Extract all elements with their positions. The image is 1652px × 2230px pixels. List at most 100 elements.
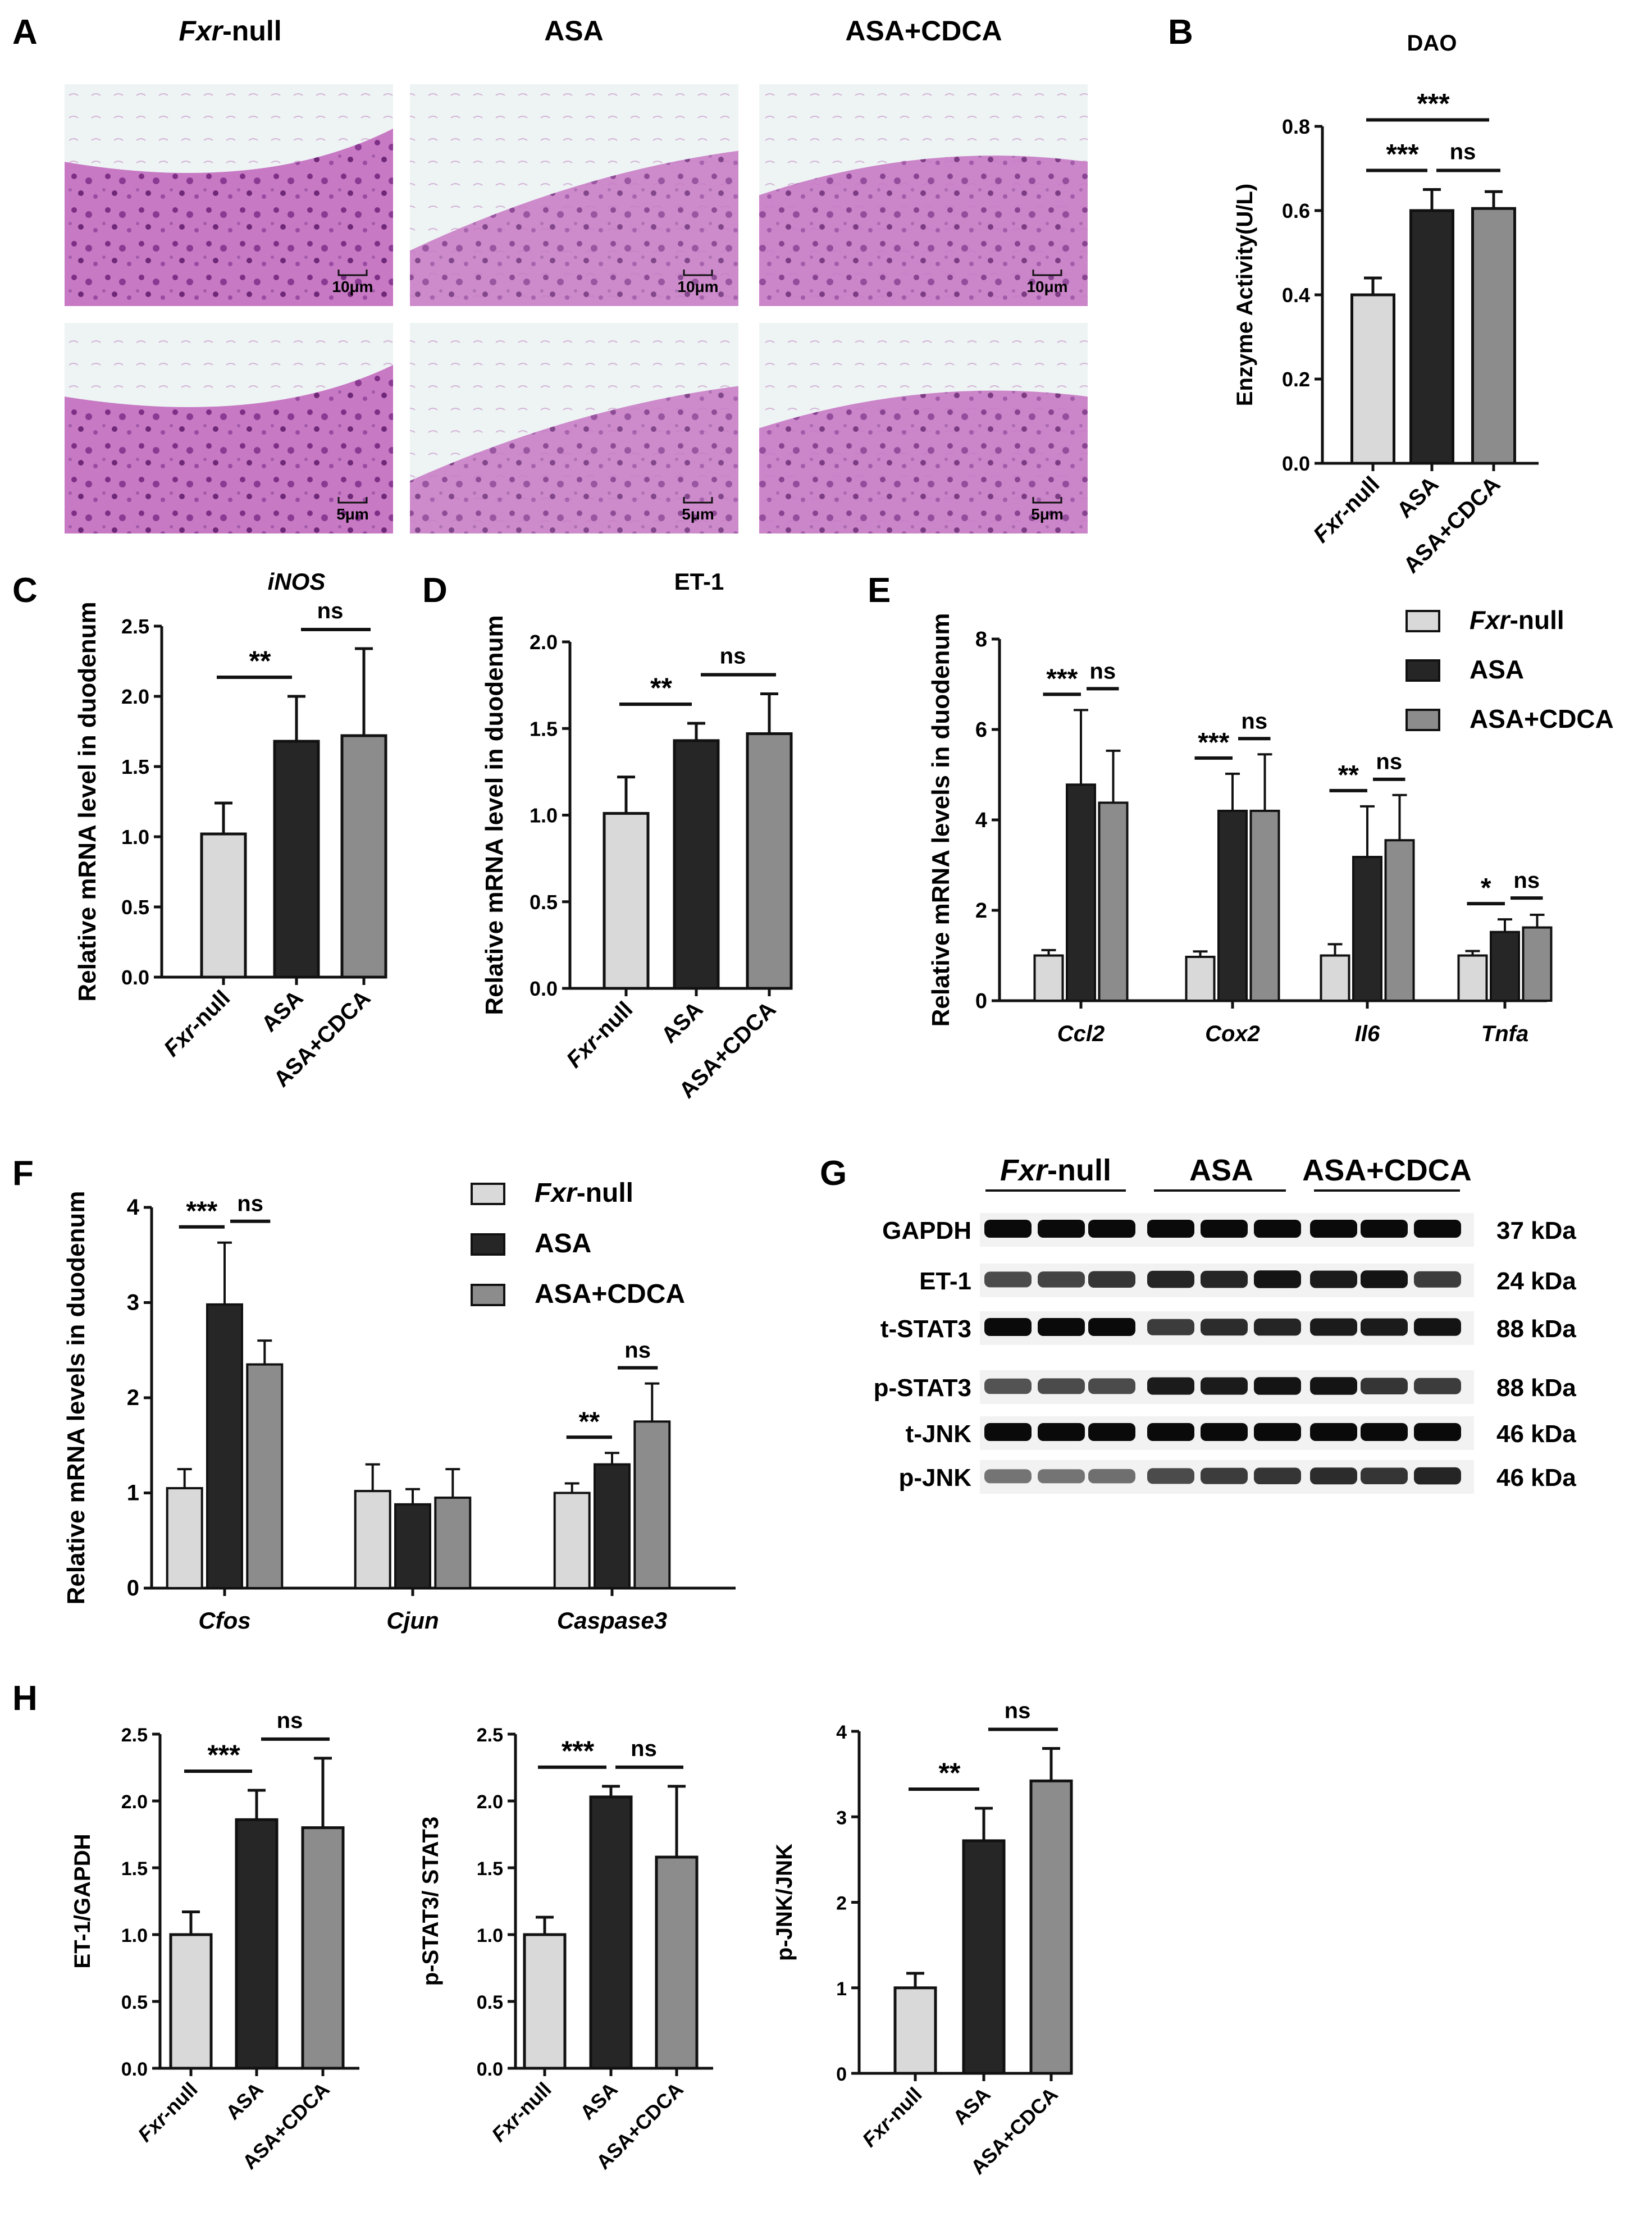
- histology-image-r0-c2: 10μm: [759, 84, 1088, 306]
- legend-e: Fxr-null ASA ASA+CDCA: [1405, 605, 1614, 733]
- tissue-region: [759, 155, 1088, 306]
- chart-inflammatory-mrna: 0 2 4 6 8 Relative mRNA levels in duodenum Ccl…: [927, 613, 1553, 1046]
- legend-label-0-italic: Fxr: [1470, 605, 1511, 635]
- bar-asa-cdca: [301, 1826, 345, 2070]
- y-tick-label: 1.0: [530, 804, 558, 827]
- blot-band: [1201, 1270, 1248, 1288]
- bar-fxr-null-il6: [1320, 954, 1350, 1002]
- blot-label: ET-1: [919, 1267, 971, 1295]
- scale-bar: [337, 270, 368, 276]
- bar-asa-cdca-ccl2: [1098, 801, 1129, 1002]
- blot-band: [1147, 1270, 1194, 1288]
- category-label: Cfos: [198, 1607, 250, 1634]
- ns-label: ns: [1513, 868, 1540, 893]
- y-tick-label: 1: [127, 1481, 139, 1506]
- y-tick-label: 0.6: [1282, 199, 1310, 222]
- tissue-region: [410, 386, 738, 533]
- blot-band: [1310, 1220, 1357, 1238]
- histology-header-2-rest: ASA+CDCA: [845, 15, 1002, 47]
- chart-apoptosis-mrna: 0 1 2 3 4 Relative mRNA levels in duodenum Cfo…: [62, 1191, 736, 1634]
- sig-label: ***: [1417, 88, 1450, 120]
- ns-label: ns: [1450, 140, 1476, 165]
- bar-asa-cdca-cox2: [1249, 809, 1280, 1002]
- blot-band: [1038, 1423, 1085, 1441]
- western-header-0: Fxr-null: [1000, 1153, 1111, 1187]
- histology-header-1-rest: ASA: [544, 15, 604, 47]
- ns-label: ns: [317, 599, 344, 623]
- panel-label-c: C: [12, 571, 38, 610]
- western-blot-panel: Fxr-null ASA ASA+CDCA GAPDH 37 kDa ET-1 24 kDa…: [874, 1153, 1576, 1494]
- blot-band: [1254, 1220, 1301, 1238]
- bar-asa-il6: [1352, 856, 1382, 1002]
- y-tick-label: 1: [836, 1978, 847, 2000]
- y-tick-label: 2: [836, 1893, 847, 1914]
- blot-band: [1088, 1318, 1135, 1336]
- blot-kda: 46 kDa: [1496, 1420, 1576, 1448]
- bar-fxr-null: [169, 1933, 213, 2070]
- y-axis-label: Enzyme Activity(U/L): [1233, 184, 1257, 406]
- bar-fxr-null-cox2: [1185, 955, 1216, 1002]
- chart-pstat3-stat3: 0.0 0.5 1.0 1.5 2.0 2.5 p-STAT3/ STAT3 Fxr-null…: [418, 1725, 713, 2174]
- legend-swatch-1: [1405, 659, 1440, 682]
- y-tick-label: 0.0: [121, 966, 149, 989]
- blot-band: [1310, 1270, 1357, 1288]
- y-tick-label: 3: [836, 1807, 847, 1828]
- category-label: Fxr-null: [1309, 472, 1385, 548]
- ns-label: ns: [237, 1192, 263, 1216]
- blot-kda: 88 kDa: [1496, 1374, 1576, 1402]
- blot-kda: 88 kDa: [1496, 1315, 1576, 1343]
- y-tick-label: 0: [836, 2064, 847, 2085]
- y-tick-label: 0.5: [121, 1992, 148, 2013]
- tissue-region: [65, 365, 393, 533]
- legend-label-0-rest: -null: [577, 1178, 633, 1208]
- y-tick-label: 1.5: [477, 1858, 503, 1880]
- bar-fxr-null: [1350, 293, 1395, 465]
- y-tick-label: 0: [975, 989, 987, 1013]
- blot-band: [1414, 1467, 1461, 1485]
- blot-band: [1254, 1467, 1301, 1484]
- bar-fxr-null-ccl2: [1033, 954, 1064, 1002]
- sig-label: **: [249, 645, 271, 677]
- blot-band: [1201, 1319, 1248, 1336]
- western-header-0-italic: Fxr: [1000, 1153, 1049, 1187]
- y-tick-label: 0.2: [1282, 368, 1310, 391]
- bar-asa-cdca-cjun: [434, 1496, 472, 1590]
- ns-label: ns: [277, 1708, 303, 1733]
- ns-label: ns: [720, 644, 746, 669]
- y-tick-label: 0: [127, 1576, 139, 1600]
- blot-band: [1361, 1318, 1408, 1336]
- bar-asa: [589, 1795, 633, 2070]
- ns-label: ns: [1005, 1698, 1031, 1723]
- histology-image-r1-c0: 5μm: [65, 323, 393, 533]
- y-tick-label: 4: [975, 809, 987, 832]
- panel-label-a: A: [12, 13, 38, 52]
- blot-band: [1414, 1378, 1461, 1394]
- bar-fxr-null-caspase3: [553, 1492, 591, 1589]
- legend-label-0-rest: -null: [1510, 605, 1564, 635]
- bar-fxr-null: [893, 1986, 937, 2075]
- category-label: Tnfa: [1481, 1021, 1528, 1046]
- histology-header-0: Fxr-null: [179, 15, 281, 47]
- y-axis-label: ET-1/GAPDH: [70, 1834, 95, 1968]
- histology-image-r1-c2: 5μm: [759, 323, 1088, 533]
- y-tick-label: 0.4: [1282, 284, 1310, 307]
- panel-label-h: H: [12, 1679, 38, 1718]
- blot-kda: 37 kDa: [1496, 1217, 1576, 1244]
- blot-band: [1414, 1271, 1461, 1288]
- bar-asa-caspase3: [594, 1463, 631, 1589]
- y-tick-label: 2.0: [121, 1791, 148, 1813]
- blot-band: [1310, 1318, 1357, 1336]
- western-header-0-rest: -null: [1047, 1153, 1111, 1187]
- panel-label-e: E: [868, 571, 891, 610]
- blot-band: [1361, 1270, 1408, 1288]
- y-tick-label: 1.5: [121, 755, 149, 778]
- y-tick-label: 0.0: [121, 2059, 148, 2080]
- histology-header-2: ASA+CDCA: [845, 15, 1002, 47]
- blot-band: [1038, 1378, 1085, 1394]
- y-tick-label: 6: [975, 718, 987, 742]
- scale-bar-label: 5μm: [336, 505, 369, 523]
- ns-label: ns: [631, 1736, 657, 1761]
- bar-fxr-null: [523, 1933, 567, 2070]
- category-label: Fxr-null: [159, 986, 235, 1061]
